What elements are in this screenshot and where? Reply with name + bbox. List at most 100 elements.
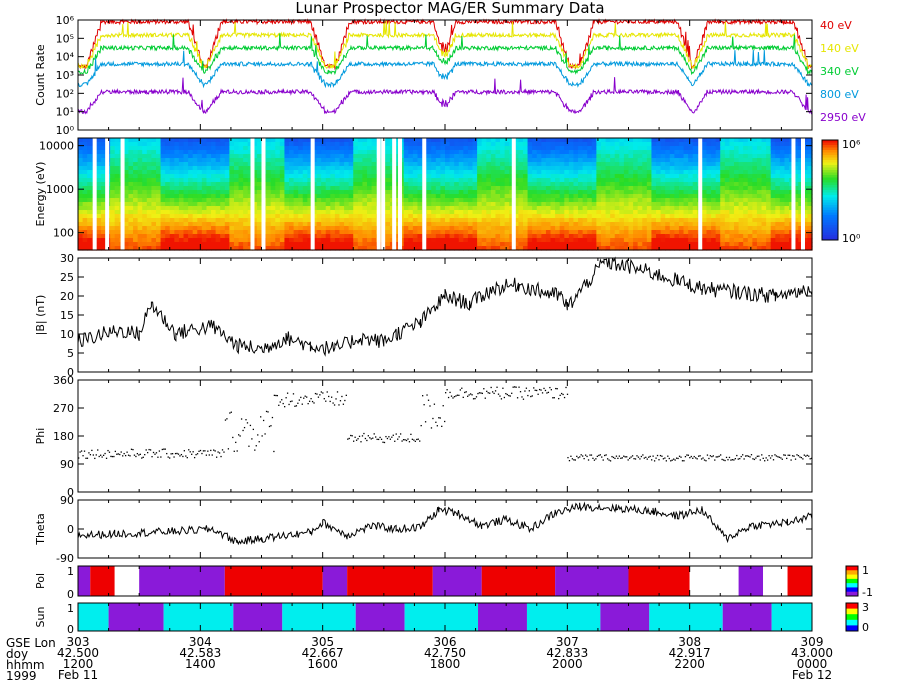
spectrogram-cell xyxy=(582,242,588,247)
phi-point xyxy=(255,445,257,447)
spectrogram-cell xyxy=(665,226,671,231)
spectrogram-cell xyxy=(289,186,295,191)
colorbar-cell xyxy=(822,215,838,218)
spectrogram-cell xyxy=(339,218,345,223)
phi-point xyxy=(126,451,128,453)
spectrogram-cell xyxy=(96,238,102,243)
spectrogram-cell xyxy=(646,234,653,239)
spectrogram-cell xyxy=(467,214,474,219)
spectrogram-cell xyxy=(756,218,763,223)
phi-point xyxy=(336,391,339,393)
spectrogram-cell xyxy=(206,178,212,183)
spectrogram-cell xyxy=(394,182,400,187)
spectrogram-cell xyxy=(348,222,354,227)
colorbar-cell xyxy=(822,150,838,153)
spectrogram-cell xyxy=(646,226,653,231)
spectrogram-cell xyxy=(770,190,776,195)
spectrogram-cell xyxy=(445,210,451,215)
spectrogram-cell xyxy=(96,182,102,187)
spectrogram-cell xyxy=(445,178,451,183)
spectrogram-cell xyxy=(123,138,130,143)
spectrogram-cell xyxy=(669,234,675,239)
spectrogram-cell xyxy=(651,238,657,243)
spectrogram-cell xyxy=(628,242,634,247)
spectrogram-cell xyxy=(550,194,556,199)
spectrogram-cell xyxy=(165,218,171,223)
spectrogram-cell xyxy=(467,226,474,231)
spectrogram-cell xyxy=(582,206,588,211)
phi-point xyxy=(392,434,394,436)
spectrogram-cell xyxy=(114,150,120,155)
spectrogram-cell xyxy=(142,170,148,175)
field-magnitude-ytick-label: 10 xyxy=(60,328,74,341)
spectrogram-cell xyxy=(573,202,579,207)
spectrogram-cell xyxy=(394,226,400,231)
spectrogram-cell xyxy=(408,230,414,235)
phi-point xyxy=(407,438,409,440)
spectrogram-cell xyxy=(591,246,597,251)
spectrogram-cell xyxy=(394,146,400,151)
spectrogram-cell xyxy=(587,198,593,203)
spectrogram-cell xyxy=(467,206,474,211)
spectrogram-cell xyxy=(256,146,263,151)
spectrogram-cell xyxy=(316,146,322,151)
phi-point xyxy=(261,435,263,437)
spectrogram-cell xyxy=(600,174,607,179)
spectrogram-cell xyxy=(550,154,556,159)
spectrogram-cell xyxy=(646,202,653,207)
spectrogram-cell xyxy=(449,182,455,187)
spectrogram-cell xyxy=(353,138,359,143)
colorbar-cell xyxy=(822,142,838,146)
spectrogram-cell xyxy=(692,222,698,227)
spectrogram-cell xyxy=(651,206,657,211)
spectrogram-cell xyxy=(270,206,276,211)
spectrogram-cell xyxy=(720,210,726,215)
spectrogram-cell xyxy=(449,142,455,147)
spectrogram-cell xyxy=(183,174,189,179)
phi-point xyxy=(383,441,386,444)
spectrogram-cell xyxy=(178,242,185,247)
spectrogram-cell xyxy=(334,138,341,143)
spectrogram-cell xyxy=(449,138,455,143)
spectrogram-cell xyxy=(541,230,547,235)
spectrogram-cell xyxy=(463,210,469,215)
spectrogram-cell xyxy=(775,146,781,151)
spectrogram-cell xyxy=(568,202,575,207)
spectrogram-cell xyxy=(440,190,446,195)
spectrogram-cell xyxy=(426,182,432,187)
spectrogram-cell xyxy=(504,142,510,147)
spectrogram-cell xyxy=(330,226,336,231)
spectrogram-cell xyxy=(183,218,189,223)
spectrogram-cell xyxy=(334,158,341,163)
spectrogram-cell xyxy=(417,234,423,239)
spectrogram-cell xyxy=(527,142,533,147)
spectrogram-cell xyxy=(160,186,166,191)
phi-point xyxy=(243,426,246,429)
spectrogram-cell xyxy=(504,246,510,251)
spectrogram-cell xyxy=(178,210,185,215)
spectrogram-cell xyxy=(747,202,753,207)
spectrogram-cell xyxy=(238,222,244,227)
spectrogram-cell xyxy=(775,170,781,175)
spectrogram-cell xyxy=(137,138,143,143)
spectrogram-cell xyxy=(417,218,423,223)
colorbar-max-label: 10⁶ xyxy=(842,138,861,151)
spectrogram-cell xyxy=(545,226,552,231)
spectrogram-cell xyxy=(706,158,712,163)
phi-point xyxy=(325,400,327,402)
spectrogram-cell xyxy=(779,238,786,243)
spectrogram-cell xyxy=(160,242,166,247)
spectrogram-cell xyxy=(802,158,809,163)
spectrogram-cell xyxy=(256,186,263,191)
spectrogram-gap xyxy=(422,138,427,250)
spectrogram-cell xyxy=(582,226,588,231)
spectrogram-cell xyxy=(559,146,565,151)
spectrogram-cell xyxy=(724,158,731,163)
spectrogram-cell xyxy=(564,226,570,231)
spectrogram-cell xyxy=(316,194,322,199)
spectrogram-cell xyxy=(486,238,492,243)
spectrogram-cell xyxy=(334,202,341,207)
spectrogram-cell xyxy=(165,162,171,167)
spectrogram-cell xyxy=(321,182,327,187)
spectrogram-cell xyxy=(169,238,175,243)
